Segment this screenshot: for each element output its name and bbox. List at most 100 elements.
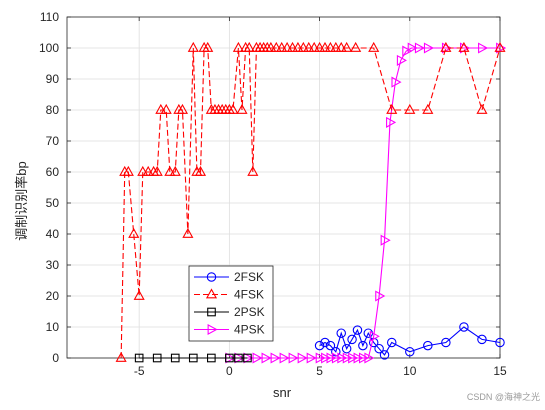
data-point-2fsk — [441, 337, 451, 348]
data-point-4fsk — [386, 103, 398, 114]
y-tick-label: 110 — [40, 10, 59, 24]
x-tick-label: 15 — [493, 364, 507, 378]
data-point-4fsk — [276, 41, 288, 52]
y-tick-label: 10 — [46, 320, 60, 334]
data-point-4fsk — [182, 227, 194, 238]
data-point-2psk — [243, 353, 252, 363]
data-point-4fsk — [160, 103, 172, 114]
data-point-2fsk — [459, 322, 469, 332]
data-point-2fsk — [374, 343, 384, 354]
data-point-4psk — [326, 352, 337, 364]
data-point-4fsk — [368, 41, 380, 52]
data-point-4fsk — [440, 41, 452, 52]
data-point-4fsk — [476, 103, 488, 114]
data-point-4fsk — [292, 41, 304, 52]
data-point-2fsk — [495, 337, 505, 348]
data-point-4psk — [261, 352, 272, 364]
data-point-2fsk — [352, 325, 363, 335]
data-point-4fsk — [155, 103, 167, 114]
data-point-4psk — [414, 42, 425, 54]
data-point-4psk — [353, 352, 364, 364]
data-point-2fsk — [320, 337, 330, 348]
data-point-4fsk — [324, 41, 336, 52]
data-point-4fsk — [494, 41, 506, 52]
data-point-2fsk — [405, 347, 415, 357]
legend-box — [188, 265, 274, 342]
data-point-2psk — [152, 353, 162, 363]
data-point-4fsk — [458, 41, 470, 52]
data-point-4fsk — [314, 41, 326, 52]
data-point-4psk — [386, 116, 397, 128]
y-tick-label: 20 — [46, 289, 60, 303]
data-point-4psk — [391, 76, 402, 88]
data-point-4fsk — [422, 103, 434, 114]
data-point-2fsk — [477, 334, 487, 345]
data-point-4fsk — [142, 165, 154, 176]
data-point-4fsk — [265, 41, 277, 52]
data-point-4fsk — [187, 41, 199, 52]
legend-marker-2fsk — [206, 272, 217, 282]
y-tick-label: 100 — [39, 41, 59, 55]
y-tick-label: 80 — [46, 103, 60, 117]
data-point-2fsk — [314, 340, 325, 351]
data-point-4fsk — [164, 165, 176, 176]
data-point-2fsk — [379, 350, 390, 360]
data-point-4psk — [348, 352, 359, 364]
data-point-4fsk — [176, 103, 189, 114]
legend-label-2fsk: 2FSK — [234, 270, 264, 284]
x-tick-label: 5 — [316, 364, 323, 378]
y-tick-label: 70 — [46, 134, 60, 148]
data-point-4fsk — [350, 41, 362, 52]
data-point-4fsk — [297, 41, 309, 52]
legend-marker-4fsk — [205, 288, 218, 299]
data-point-4fsk — [270, 41, 282, 52]
data-point-4psk — [369, 330, 380, 342]
data-point-4psk — [331, 352, 343, 364]
data-point-4psk — [380, 234, 391, 246]
data-point-4fsk — [133, 289, 145, 300]
data-point-2psk — [170, 353, 180, 363]
data-point-4fsk — [404, 103, 416, 114]
data-point-4psk — [270, 352, 281, 364]
data-point-4psk — [279, 352, 290, 364]
data-point-2fsk — [386, 337, 397, 348]
data-point-4psk — [407, 42, 418, 54]
data-point-4psk — [306, 352, 317, 364]
y-tick-label: 50 — [46, 196, 60, 210]
data-point-4fsk — [330, 41, 342, 52]
data-point-4psk — [364, 352, 375, 364]
data-point-4psk — [297, 352, 308, 364]
data-point-2fsk — [358, 340, 368, 351]
legend-label-4fsk: 4FSK — [234, 288, 264, 302]
data-point-4psk — [375, 290, 386, 302]
data-point-4fsk — [243, 41, 255, 52]
data-point-4fsk — [236, 103, 248, 114]
data-point-4fsk — [303, 41, 315, 52]
data-point-2psk — [134, 353, 144, 363]
y-axis-label: 调制识别率bp — [14, 161, 29, 240]
data-point-4psk — [402, 45, 413, 57]
data-point-2fsk — [347, 334, 357, 345]
data-point-4psk — [342, 352, 353, 364]
data-point-4fsk — [247, 165, 259, 176]
data-point-4psk — [396, 54, 407, 66]
x-axis-label: snr — [273, 385, 292, 400]
data-point-4fsk — [169, 165, 181, 176]
y-tick-label: 0 — [52, 351, 59, 365]
data-point-4psk — [337, 352, 348, 364]
data-point-4fsk — [286, 41, 299, 52]
data-point-4fsk — [227, 103, 239, 114]
x-tick-label: 10 — [403, 364, 417, 378]
data-point-4fsk — [202, 41, 214, 52]
y-tick-label: 40 — [46, 227, 60, 241]
data-point-4fsk — [281, 41, 293, 52]
data-point-4fsk — [151, 165, 163, 176]
y-tick-label: 90 — [46, 72, 60, 86]
data-point-2psk — [207, 353, 216, 363]
data-point-4psk — [423, 42, 435, 54]
data-point-4psk — [321, 352, 332, 364]
data-point-2fsk — [325, 340, 336, 351]
data-point-2fsk — [423, 340, 433, 351]
data-point-4fsk — [128, 227, 140, 238]
legend-marker-2psk — [207, 307, 216, 317]
